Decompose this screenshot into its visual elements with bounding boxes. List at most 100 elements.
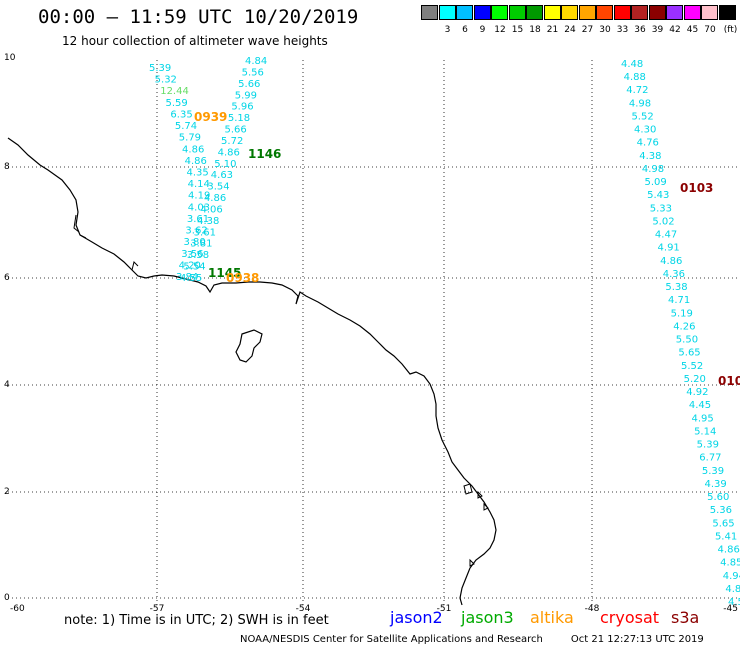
wave-height-value: 5.33 [650, 203, 672, 214]
color-swatch [421, 5, 438, 20]
lat-tick-label: 0 [4, 593, 10, 603]
wave-height-value: 4.19 [188, 191, 210, 202]
wave-height-value: 4.98 [629, 98, 651, 109]
color-swatch [631, 5, 648, 20]
wave-height-value: 4.92 [686, 387, 708, 398]
wave-height-value: 4.98 [642, 164, 664, 175]
color-swatch [578, 5, 596, 20]
wave-height-value: 4.94 [723, 571, 740, 582]
lon-tick-label: -48 [585, 604, 600, 614]
color-scale-label: 39 [651, 25, 664, 35]
wave-height-value: 4.88 [624, 72, 646, 83]
color-swatch [508, 5, 526, 20]
wave-height-value: 5.72 [221, 136, 243, 147]
wave-height-value: 4.91 [658, 243, 680, 254]
wave-height-value: 4.45 [689, 400, 711, 411]
wave-height-value: 4.5 [728, 597, 740, 608]
wave-height-value: 3.81 [190, 239, 212, 250]
pass-time-label: 1145 [208, 266, 241, 280]
wave-height-value: 6.77 [699, 453, 721, 464]
wave-height-value: 3.84 [176, 272, 198, 283]
wave-height-value: 5.52 [631, 111, 653, 122]
wave-height-value: 4.14 [188, 179, 210, 190]
lon-tick-label: -51 [437, 604, 452, 614]
wave-height-value: 5.56 [242, 67, 264, 78]
wave-height-value: 5.96 [231, 102, 253, 113]
color-scale-label: 36 [634, 25, 646, 35]
wave-height-value: 4.36 [663, 269, 685, 280]
wave-height-value: 5.99 [235, 90, 257, 101]
color-scale-label: 70 [704, 25, 716, 35]
wave-height-value: 4.38 [639, 151, 661, 162]
wave-height-value: 4.35 [187, 168, 209, 179]
color-scale-label: 24 [564, 25, 576, 35]
color-scale-label: 18 [529, 25, 541, 35]
color-scale-label: 9 [479, 25, 486, 35]
grid-lines [8, 60, 740, 605]
wave-height-value: 5.52 [681, 361, 703, 372]
wave-height-value: 4.63 [211, 170, 233, 181]
wave-height-value: 4.86 [660, 256, 682, 267]
wave-height-value: 5.60 [707, 492, 729, 503]
color-swatch [648, 5, 666, 20]
wave-height-value: 3.61 [187, 214, 209, 225]
wave-height-value: 5.39 [697, 440, 719, 451]
lon-tick-label: -45 [723, 604, 738, 614]
wave-height-value: 5.20 [684, 374, 706, 385]
satellite-legend-item: jason3 [461, 608, 514, 627]
wave-height-value: 4.38 [197, 216, 219, 227]
wave-height-value: 4.55 [180, 273, 202, 284]
satellite-legend-item: jason2 [390, 608, 443, 627]
credit-timestamp: Oct 21 12:27:13 UTC 2019 [570, 634, 704, 645]
wave-height-value: 5.74 [175, 121, 197, 132]
island-small [463, 483, 489, 567]
color-swatch [596, 5, 613, 20]
color-scale-label: 45 [686, 25, 699, 35]
wave-height-value: 4.86 [718, 545, 740, 556]
wave-height-value: 4.86 [218, 147, 240, 158]
wave-height-value: 3.62 [185, 226, 207, 237]
wave-height-value: 5.19 [671, 308, 693, 319]
wave-height-value: 4.30 [634, 125, 656, 136]
wave-height-value: 3.80 [184, 237, 206, 248]
color-swatch [438, 5, 456, 20]
pass-time-label: 1146 [248, 147, 281, 161]
wave-height-value: 4.71 [668, 295, 690, 306]
lat-tick-label: 10 [4, 53, 16, 63]
credit-org: NOAA/NESDIS Center for Satellite Applica… [240, 634, 543, 645]
color-scale-label: 3 [444, 25, 451, 35]
wave-height-value: 5.18 [228, 113, 250, 124]
wave-height-tracks: 5.395.3212.445.596.355.745.794.864.864.3… [149, 56, 740, 608]
wave-height-value: 5.66 [224, 125, 246, 136]
wave-height-value: 5.32 [155, 75, 177, 86]
island [235, 329, 263, 363]
color-scale-label: 15 [511, 25, 524, 35]
wave-height-value: 5.39 [702, 466, 724, 477]
satellite-legend-item: cryosat [600, 608, 660, 627]
color-swatch [491, 5, 508, 20]
color-swatch [456, 5, 473, 20]
color-scale-label: 33 [616, 25, 629, 35]
color-swatch [683, 5, 701, 20]
color-scale-label: 30 [599, 25, 611, 35]
wave-height-value: 4.26 [673, 321, 695, 332]
wave-height-value: 5.36 [710, 505, 732, 516]
wave-height-value: 3.61 [194, 227, 216, 238]
pass-time-label: 0103 [680, 181, 713, 195]
color-scale-label: 42 [669, 25, 681, 35]
color-scale-label: 27 [581, 25, 594, 35]
color-swatch [543, 5, 561, 20]
lon-tick-label: -60 [10, 604, 25, 614]
wave-height-value: 3.58 [187, 250, 209, 261]
color-scale-label: 6 [462, 25, 468, 35]
lon-tick-label: -54 [296, 604, 311, 614]
color-scale-label: 21 [546, 25, 559, 35]
pass-time-label: 010 [718, 374, 740, 388]
pass-time-label: 0939 [194, 110, 227, 124]
satellite-legend-item: s3a [671, 608, 700, 627]
page-title: 00:00 – 11:59 UTC 10/20/2019 [38, 6, 359, 28]
wave-height-value: 3.56 [181, 249, 203, 260]
satellite-legend-item: altika [530, 608, 574, 627]
lat-tick-label: 4 [4, 380, 10, 390]
